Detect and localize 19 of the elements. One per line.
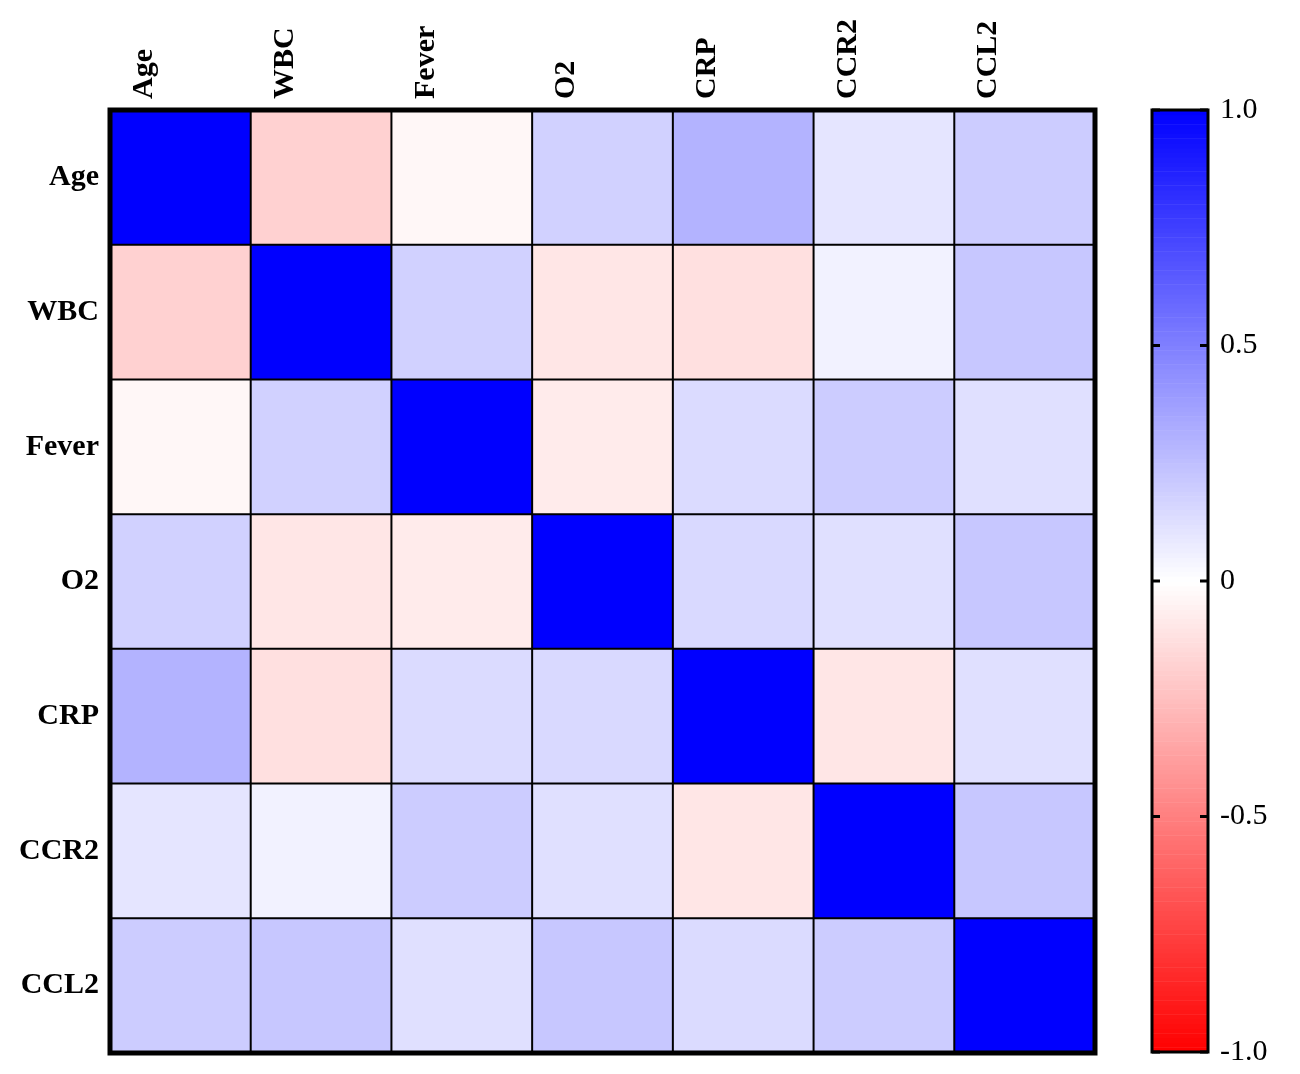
y-tick-label: WBC xyxy=(27,292,99,326)
color-bar-label: 1.0 xyxy=(1220,90,1258,124)
color-bar-label: -0.5 xyxy=(1220,797,1268,831)
x-tick-label: WBC xyxy=(265,27,299,99)
y-tick-label: CCR2 xyxy=(19,831,99,865)
x-tick-label: CCR2 xyxy=(828,19,862,99)
y-tick-label: CRP xyxy=(37,696,99,730)
color-bar-label: 0.5 xyxy=(1220,326,1258,360)
y-tick-label: Fever xyxy=(25,427,99,461)
y-tick-label: CCL2 xyxy=(20,966,99,1000)
color-bar-label: 0 xyxy=(1220,561,1235,595)
color-bar-label: -1.0 xyxy=(1220,1032,1268,1066)
y-tick-label: O2 xyxy=(60,562,99,596)
x-tick-label: CCL2 xyxy=(969,20,1003,99)
x-tick-label: Fever xyxy=(406,25,440,99)
x-tick-label: O2 xyxy=(547,60,581,99)
x-tick-label: Age xyxy=(125,49,159,99)
y-tick-label: Age xyxy=(49,158,99,192)
x-tick-label: CRP xyxy=(687,37,721,99)
